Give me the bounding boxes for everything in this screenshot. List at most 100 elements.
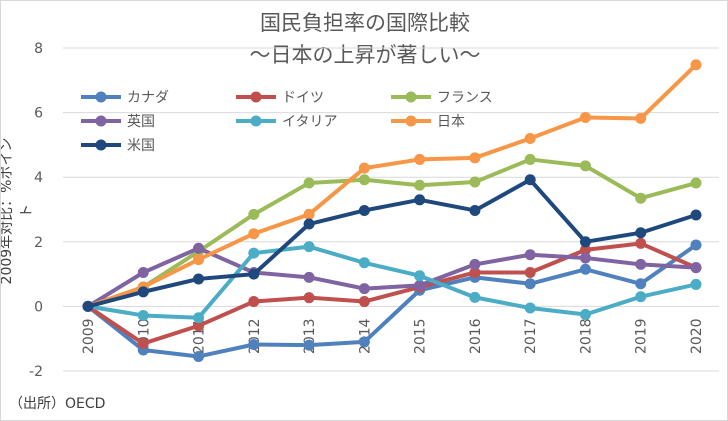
data-point [579, 308, 591, 320]
data-point [690, 209, 702, 221]
data-point [635, 237, 647, 249]
data-point [193, 254, 205, 266]
chart-subtitle: ～日本の上昇が著しい～ [249, 43, 481, 67]
series-line [87, 244, 697, 320]
series-line [87, 63, 698, 309]
source-note: （出所）OECD [9, 396, 106, 412]
data-point [635, 291, 647, 303]
data-point [358, 296, 370, 308]
x-tick-label: 2017 [523, 318, 539, 354]
data-point [635, 112, 647, 124]
data-point [137, 338, 149, 350]
x-tick-label: 2015 [413, 318, 429, 354]
x-tick-label: 2009 [81, 318, 97, 354]
data-point [524, 302, 536, 314]
data-point [193, 242, 205, 254]
legend-item: フランス [389, 87, 493, 107]
data-point [690, 59, 702, 71]
data-point [137, 266, 149, 278]
data-point [579, 252, 591, 264]
series-line [86, 243, 698, 359]
legend-marker-icon [236, 91, 276, 103]
legend-item: イタリア [234, 111, 337, 131]
legend-label: フランス [437, 90, 493, 106]
data-point [469, 204, 481, 216]
legend-label: 英国 [127, 114, 155, 130]
data-point [248, 247, 260, 259]
legend-item: ドイツ [234, 87, 324, 107]
data-point [137, 309, 149, 321]
data-point [248, 228, 260, 240]
data-point [469, 152, 481, 164]
legend-marker-icon [391, 115, 431, 127]
data-point [690, 278, 702, 290]
data-point [248, 208, 260, 220]
data-point [193, 350, 205, 362]
data-point [414, 270, 426, 282]
data-point [303, 177, 315, 189]
legend-label: カナダ [127, 90, 169, 106]
series-line [87, 157, 697, 309]
data-point [579, 111, 591, 123]
data-point [303, 241, 315, 253]
y-tick-label: 0 [34, 299, 43, 315]
data-point [524, 249, 536, 261]
data-point [303, 218, 315, 230]
data-point [358, 204, 370, 216]
x-tick-label: 2018 [578, 318, 594, 354]
data-point [690, 239, 702, 251]
data-point [469, 176, 481, 188]
x-tick-label: 2020 [689, 318, 705, 354]
legend-item: カナダ [79, 87, 169, 107]
data-point [524, 132, 536, 144]
data-point [358, 336, 370, 348]
data-point [248, 339, 260, 351]
data-point [303, 271, 315, 283]
data-point [635, 258, 647, 270]
data-point [635, 227, 647, 239]
legend-item: 英国 [79, 111, 155, 131]
data-point [137, 286, 149, 298]
data-point [524, 266, 536, 278]
x-tick-label: 2019 [634, 318, 650, 354]
data-point [579, 236, 591, 248]
data-point [579, 263, 591, 275]
y-tick-label: 6 [34, 106, 43, 122]
data-point [414, 279, 426, 291]
data-point [414, 153, 426, 165]
data-point [690, 177, 702, 189]
data-point [690, 262, 702, 274]
legend-item: 日本 [389, 111, 465, 131]
data-point [358, 257, 370, 269]
data-point [303, 208, 315, 220]
data-point [193, 273, 205, 285]
data-point [82, 300, 94, 312]
data-point [248, 296, 260, 308]
data-point [358, 162, 370, 174]
data-point [248, 268, 260, 280]
legend-marker-icon [81, 91, 121, 103]
legend-marker-icon [81, 139, 121, 151]
y-tick-label: -2 [29, 364, 43, 380]
data-point [524, 278, 536, 290]
y-tick-label: 2 [34, 235, 43, 251]
legend-label: 米国 [127, 138, 155, 154]
data-point [524, 153, 536, 165]
data-point [635, 192, 647, 204]
chart-title: 国民負担率の国際比較 [260, 11, 470, 35]
legend-item: 米国 [79, 135, 155, 155]
data-point [579, 160, 591, 172]
data-point [469, 258, 481, 270]
legend-label: イタリア [282, 114, 338, 130]
data-point [303, 292, 315, 304]
data-point [414, 194, 426, 206]
legend-marker-icon [236, 115, 276, 127]
legend-marker-icon [391, 91, 431, 103]
data-point [635, 278, 647, 290]
data-point [303, 339, 315, 351]
data-point [193, 312, 205, 324]
legend-label: ドイツ [282, 90, 324, 106]
series-line [87, 177, 697, 309]
y-tick-label: 8 [34, 41, 43, 57]
